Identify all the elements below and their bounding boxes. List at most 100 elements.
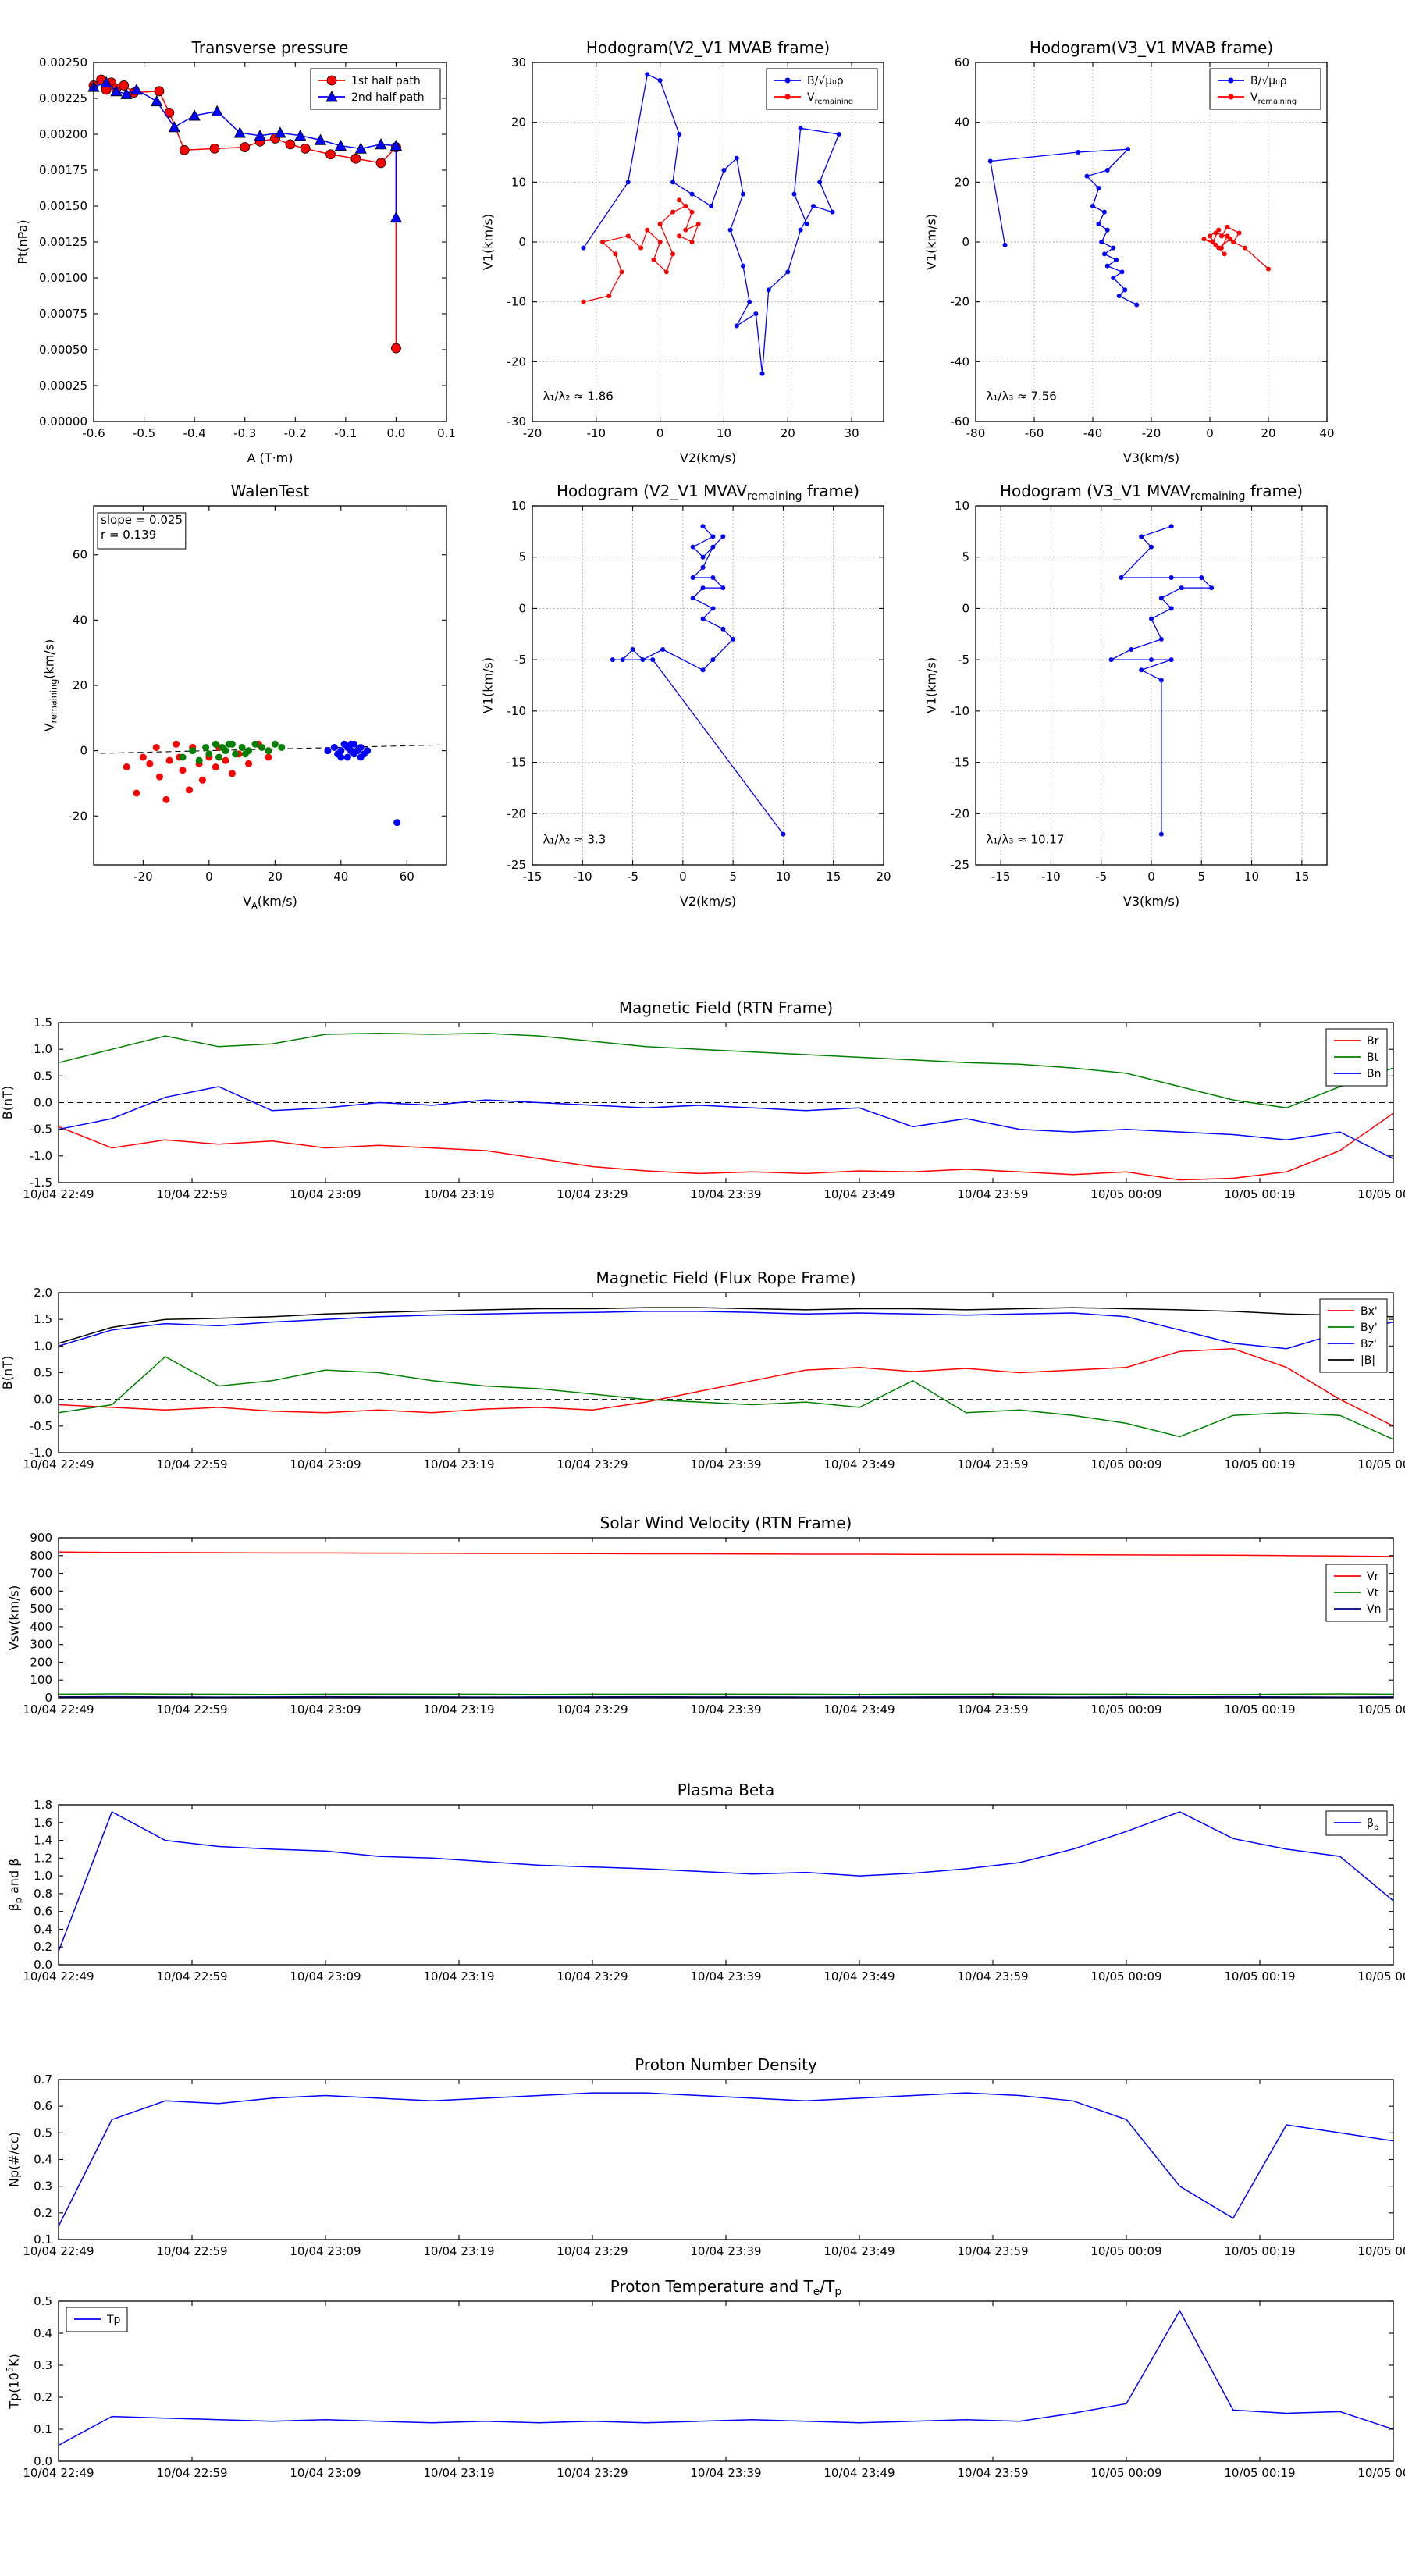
x-tick-label: -10 [573, 870, 592, 884]
hodogram-v2v1-mvav-plot: -15 -10 -5 0 5 10 15 20 -25 -20 -15 -10 -5 0 5 10 Hodogr… [481, 482, 891, 909]
legend: βp [1325, 1810, 1388, 1836]
x-tick-label: -0.4 [183, 426, 206, 440]
x-tick-label: 10/05 00:09 [1090, 1969, 1161, 1984]
y-tick-label: 300 [30, 1638, 52, 1652]
x-tick-label: 10/04 22:49 [23, 1969, 94, 1984]
annotation: λ₁/λ₃ ≈ 7.56 [987, 389, 1057, 403]
legend: 1st half path 2nd half path [310, 68, 441, 110]
x-tick-label: 10/05 00:09 [1090, 2466, 1161, 2480]
x-tick-label: 10/04 23:09 [290, 1187, 361, 1201]
series-walen-green-points [179, 740, 286, 764]
y-tick-label: 0.3 [34, 2358, 52, 2372]
x-tick-label: 10/04 23:49 [823, 1187, 895, 1201]
x-tick-label: -0.2 [284, 426, 307, 440]
y-tick-label: -5 [514, 653, 526, 667]
y-tick-label: 0.00025 [39, 379, 87, 393]
y-tick-label: 40 [955, 116, 969, 130]
series-second-half-path [87, 76, 403, 223]
series-B-magnitude [58, 1307, 1394, 1344]
annotation: slope = 0.025 [101, 513, 183, 527]
x-tick-label: -0.6 [82, 426, 105, 440]
proton-temperature-panel: 10/04 22:49 10/04 22:59 10/04 23:09 10/04 2… [5, 2277, 1405, 2480]
x-tick-label: 10/04 23:19 [423, 1457, 494, 1471]
x-tick-label: 10/04 23:09 [290, 1969, 361, 1984]
chart-title: Hodogram (V3_V1 MVAVremaining frame) [1000, 482, 1303, 503]
x-tick-label: 10/04 22:49 [23, 1703, 94, 1717]
y-axis-label: βp and β [7, 1859, 24, 1912]
x-tick-label: 10/04 23:29 [557, 1969, 628, 1984]
legend-label: Vremaining [807, 91, 853, 106]
series-walen-red-points [123, 740, 272, 803]
x-tick-label: 10/05 00:29 [1357, 2466, 1405, 2480]
x-tick-label: 10/04 23:29 [557, 1703, 628, 1717]
x-tick-label: 10/04 22:59 [156, 2466, 227, 2480]
x-tick-label: 10/05 00:19 [1224, 1457, 1295, 1471]
walen-test-plot: -20 0 20 40 60 -20 0 20 40 60 WalenTest VA(km/s) Vre… [42, 482, 447, 911]
x-tick-label: 10/04 23:39 [690, 1187, 761, 1201]
y-tick-label: 0 [80, 744, 87, 758]
y-tick-label: 0.7 [34, 2073, 52, 2087]
hodogram-v3v1-mvab-plot: -80 -60 -40 -20 0 20 40-60-40-200204060Hodogra… [924, 38, 1335, 465]
x-tick-label: 40 [1319, 426, 1334, 440]
x-tick-label: -80 [966, 426, 986, 440]
x-tick-label: 30 [845, 426, 859, 440]
x-tick-label: 10/04 23:59 [957, 1457, 1028, 1471]
chart-title: Magnetic Field (Flux Rope Frame) [596, 1268, 856, 1287]
x-tick-label: 10/04 22:59 [156, 2244, 227, 2258]
legend: Vr Vt Vn [1325, 1564, 1388, 1622]
chart-title: Solar Wind Velocity (RTN Frame) [600, 1514, 852, 1532]
x-tick-label: 10/04 23:39 [690, 2244, 761, 2258]
x-tick-label: 10/04 23:59 [957, 2244, 1028, 2258]
x-tick-label: 10/04 23:39 [690, 2466, 761, 2480]
x-tick-label: 10/04 23:09 [290, 1703, 361, 1717]
y-tick-label: 0.5 [34, 2126, 52, 2140]
x-axis-label: V3(km/s) [1123, 450, 1179, 465]
x-tick-label: 0.0 [386, 426, 405, 440]
legend-label: Vremaining [1250, 91, 1297, 106]
series-Tp [58, 2309, 1394, 2446]
x-tick-label: 10/04 23:59 [957, 1969, 1028, 1984]
x-tick-label: 10/05 00:19 [1224, 1187, 1295, 1201]
x-tick-label: 5 [729, 870, 737, 884]
y-tick-label: -40 [951, 354, 970, 368]
series-b-over-sqrt-mu0rho [581, 72, 841, 376]
x-tick-label: 10/05 00:09 [1090, 2244, 1161, 2258]
y-tick-label: 0.00250 [39, 55, 87, 69]
y-tick-label: 60 [73, 548, 87, 562]
x-tick-label: 10/04 23:39 [690, 1457, 761, 1471]
y-tick-label: 0.4 [34, 2326, 52, 2340]
legend: Tp [66, 2307, 128, 2332]
y-tick-label: 500 [30, 1602, 52, 1616]
y-tick-label: 0 [962, 235, 969, 249]
series-v-remaining [1201, 224, 1271, 272]
x-tick-label: 0 [656, 426, 664, 440]
legend-label: By' [1361, 1322, 1378, 1334]
x-tick-label: 10 [776, 870, 791, 884]
y-tick-label: 30 [511, 55, 526, 69]
x-tick-label: 10/04 22:59 [156, 1187, 227, 1201]
x-axis-label: V3(km/s) [1123, 894, 1179, 909]
chart-title: Magnetic Field (RTN Frame) [619, 998, 833, 1017]
x-tick-label: 10/04 22:59 [156, 1703, 227, 1717]
annotation: λ₁/λ₂ ≈ 1.86 [543, 389, 614, 403]
axes-frame [58, 2300, 1394, 2462]
y-tick-label: -60 [951, 415, 970, 429]
x-axis-label: A (T·m) [247, 450, 293, 465]
x-tick-label: 10/04 23:49 [823, 1457, 895, 1471]
x-tick-label: 0 [1206, 426, 1214, 440]
magnetic-field-rtn-panel: 10/04 22:49 10/04 22:59 10/04 23:09 10/04 2… [0, 998, 1405, 1201]
x-tick-label: 10/05 00:29 [1357, 1969, 1405, 1984]
y-tick-label: 1.0 [34, 1869, 52, 1883]
legend: B/√μ₀ρ Vremaining [766, 68, 878, 110]
legend-label: B/√μ₀ρ [807, 75, 844, 87]
y-tick-label: 60 [955, 55, 969, 69]
y-tick-label: 5 [518, 550, 526, 564]
legend-label: B/√μ₀ρ [1250, 75, 1287, 87]
x-tick-label: 10/04 23:59 [957, 2466, 1028, 2480]
chart-title: Proton Temperature and Te/Tp [610, 2277, 842, 2298]
y-axis-label: V1(km/s) [924, 657, 939, 713]
x-tick-label: 10/04 22:59 [156, 1969, 227, 1984]
x-tick-label: 10/04 23:19 [423, 1703, 494, 1717]
legend-label: |B| [1361, 1354, 1375, 1367]
legend-label: Vt [1367, 1587, 1379, 1599]
